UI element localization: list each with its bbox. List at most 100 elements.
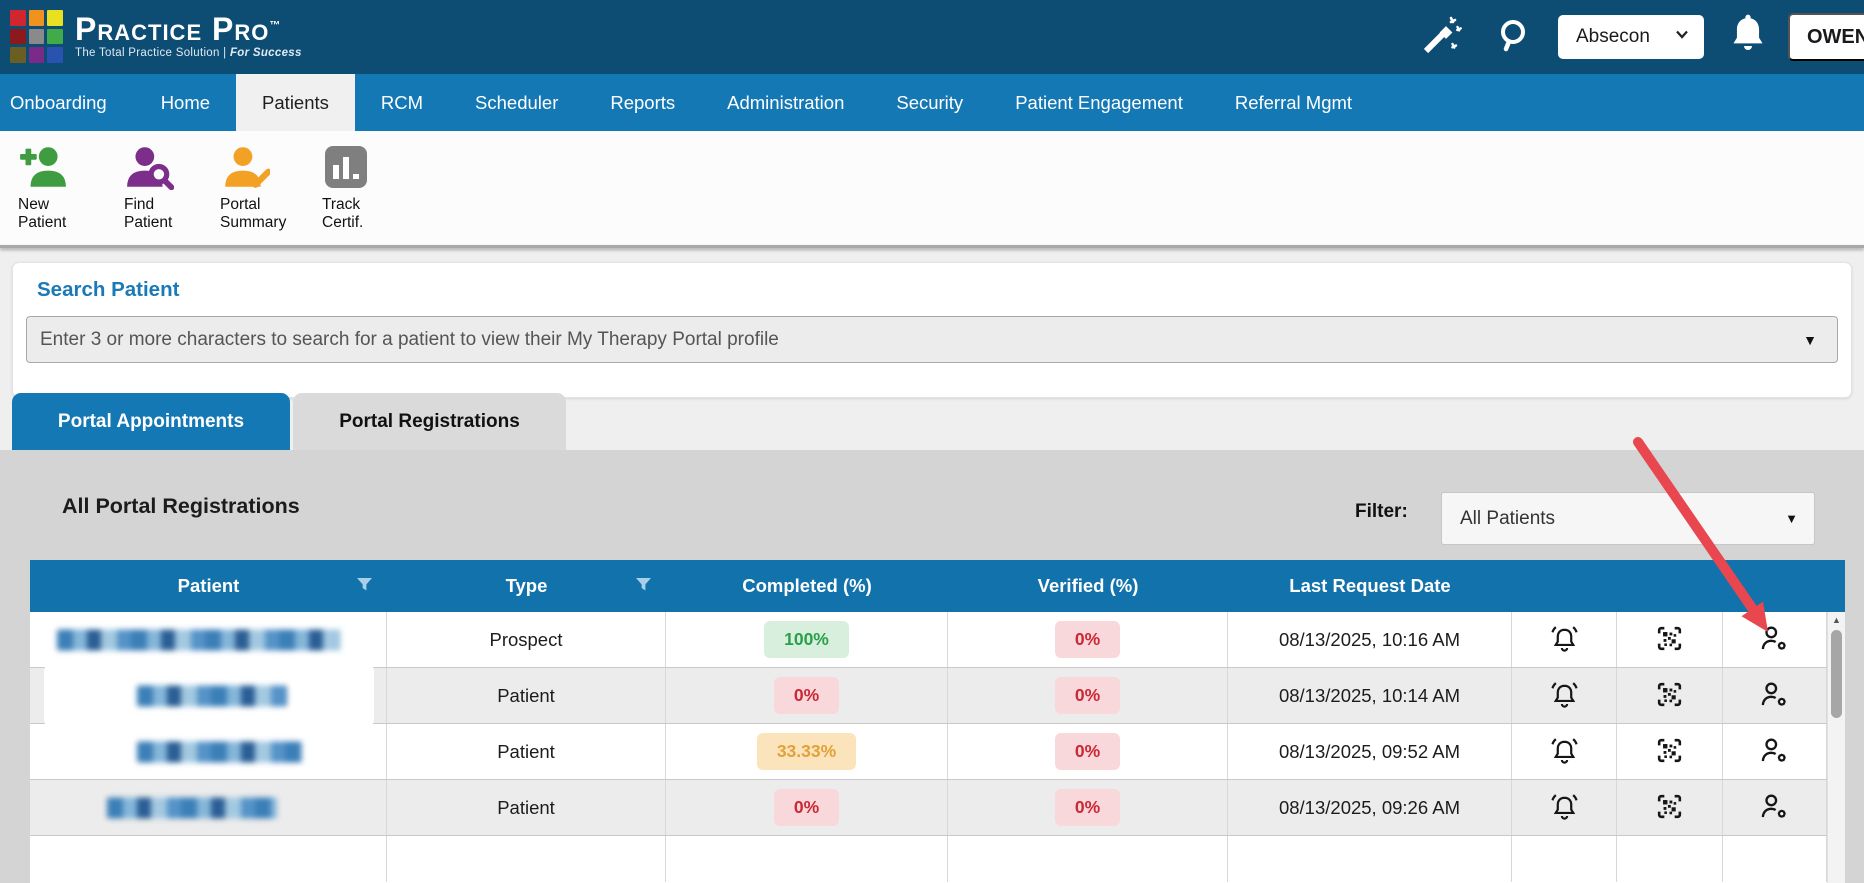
bar-chart-icon: [322, 144, 370, 193]
search-patient-title: Search Patient: [37, 278, 180, 301]
type-cell: Prospect: [387, 612, 666, 667]
qr-code-button[interactable]: [1652, 677, 1687, 715]
notify-patient-button[interactable]: [1547, 789, 1582, 827]
last-request-date-cell: 08/13/2025, 09:26 AM: [1228, 780, 1512, 835]
nav-item-reports[interactable]: Reports: [610, 91, 676, 113]
nav-item-security[interactable]: Security: [896, 91, 964, 113]
settings-cell: [1723, 668, 1827, 723]
magic-wand-icon: [1420, 16, 1462, 60]
verified-badge: 0%: [1054, 789, 1121, 826]
qr-code-button[interactable]: [1652, 789, 1687, 827]
redacted-patient-name: [137, 685, 287, 706]
qr-cell: [1617, 780, 1723, 835]
magic-wand-button[interactable]: [1420, 15, 1462, 60]
patient-name-cell-redacted: [30, 659, 387, 732]
patient-name-cell-redacted: [30, 780, 387, 835]
redacted-patient-name: [107, 797, 277, 818]
notifications-button[interactable]: [1725, 12, 1771, 63]
brand-tagline-emphasis: For Success: [229, 47, 302, 60]
patient-search-placeholder: Enter 3 or more characters to search for…: [40, 328, 779, 350]
qr-code-icon: [1654, 623, 1685, 657]
dropdown-caret-icon: ▼: [1803, 331, 1817, 348]
column-header-patient: Patient: [30, 560, 387, 612]
search-patient-card: Search Patient Enter 3 or more character…: [12, 262, 1852, 398]
user-menu[interactable]: OWEN: [1788, 13, 1864, 61]
completed-cell: 0%: [666, 780, 948, 835]
topbar: Practice Pro™ The Total Practice Solutio…: [0, 0, 1864, 74]
scroll-up-arrow-icon[interactable]: ▲: [1832, 615, 1841, 625]
nav-item-administration[interactable]: Administration: [727, 91, 845, 113]
portal-registrations-panel: All Portal Registrations Filter: All Pat…: [0, 450, 1864, 883]
type-filter-funnel-button[interactable]: [633, 575, 654, 597]
patient-settings-button[interactable]: [1757, 677, 1792, 715]
global-search-button[interactable]: [1496, 17, 1534, 58]
verified-cell: 0%: [948, 668, 1228, 723]
location-select[interactable]: Absecon: [1558, 15, 1704, 59]
completed-badge: 0%: [773, 789, 840, 826]
new-patient-button[interactable]: New Patient: [18, 144, 68, 233]
qr-cell: [1617, 612, 1723, 667]
qr-code-button[interactable]: [1652, 621, 1687, 659]
notify-patient-button[interactable]: [1547, 621, 1582, 659]
table-scrollbar[interactable]: ▲: [1827, 612, 1845, 883]
nav-item-patient-engagement[interactable]: Patient Engagement: [1015, 91, 1183, 113]
qr-code-button[interactable]: [1652, 733, 1687, 771]
all-portal-registrations-title: All Portal Registrations: [62, 494, 300, 518]
patient-settings-button[interactable]: [1757, 733, 1792, 771]
completed-cell: 100%: [666, 612, 948, 667]
nav-item-scheduler[interactable]: Scheduler: [475, 91, 559, 113]
notifications-bell-icon: [1725, 14, 1771, 63]
notification-bell-icon: [1549, 623, 1580, 657]
notify-cell: [1512, 668, 1617, 723]
completed-cell: [666, 836, 948, 882]
tab-portal-registrations[interactable]: Portal Registrations: [293, 393, 566, 450]
column-header-type: Type: [387, 560, 666, 612]
notification-bell-icon: [1549, 679, 1580, 713]
redacted-patient-name: [137, 741, 302, 762]
chevron-down-icon: [1672, 24, 1692, 50]
notify-cell: [1512, 724, 1617, 779]
notify-patient-button[interactable]: [1547, 733, 1582, 771]
settings-cell: [1723, 612, 1827, 667]
nav-item-rcm[interactable]: RCM: [380, 91, 424, 113]
verified-badge: 0%: [1054, 733, 1121, 770]
qr-code-icon: [1654, 679, 1685, 713]
find-patient-button[interactable]: Find Patient: [124, 144, 175, 233]
filter-label: Filter:: [1355, 501, 1408, 522]
patient-name-cell-redacted: [30, 612, 387, 667]
trademark-symbol: ™: [269, 19, 281, 32]
completed-cell: 0%: [666, 668, 948, 723]
settings-cell: [1723, 836, 1827, 882]
person-add-icon: [18, 144, 68, 193]
patient-search-combobox[interactable]: Enter 3 or more characters to search for…: [26, 316, 1838, 363]
nav-item-onboarding[interactable]: Onboarding: [10, 91, 107, 113]
patient-settings-button[interactable]: [1757, 789, 1792, 827]
notify-patient-button[interactable]: [1547, 677, 1582, 715]
tab-portal-appointments[interactable]: Portal Appointments: [12, 393, 290, 450]
verified-cell: 0%: [948, 780, 1228, 835]
last-request-date-cell: [1228, 836, 1512, 882]
funnel-icon: [635, 577, 652, 595]
notification-bell-icon: [1549, 735, 1580, 769]
nav-item-home[interactable]: Home: [160, 91, 211, 113]
verified-cell: 0%: [948, 612, 1228, 667]
notification-bell-icon: [1549, 791, 1580, 825]
patient-filter-value: All Patients: [1460, 507, 1556, 529]
table-row: Patient 0% 0% 08/13/2025, 10:14 AM: [30, 659, 1845, 732]
track-certifications-button[interactable]: Track Certif.: [322, 144, 370, 233]
last-request-date-cell: 08/13/2025, 10:16 AM: [1228, 612, 1512, 667]
portal-summary-button[interactable]: Portal Summary: [220, 144, 286, 233]
scrollbar-thumb[interactable]: [1831, 630, 1842, 718]
practice-pro-logo[interactable]: Practice Pro™ The Total Practice Solutio…: [10, 10, 302, 63]
person-check-icon: [220, 144, 272, 193]
column-header-qr: [1617, 560, 1723, 612]
nav-item-referral-mgmt[interactable]: Referral Mgmt: [1234, 91, 1353, 113]
nav-item-patients[interactable]: Patients: [236, 74, 355, 131]
patient-settings-button[interactable]: [1757, 621, 1792, 659]
table-header: Patient Type Completed (%) Verified (%) …: [30, 560, 1845, 612]
patient-filter-funnel-button[interactable]: [354, 575, 375, 597]
verified-badge: 0%: [1054, 621, 1121, 658]
brand-title: Practice Pro: [75, 11, 270, 47]
patient-filter-select[interactable]: All Patients ▼: [1441, 492, 1815, 545]
